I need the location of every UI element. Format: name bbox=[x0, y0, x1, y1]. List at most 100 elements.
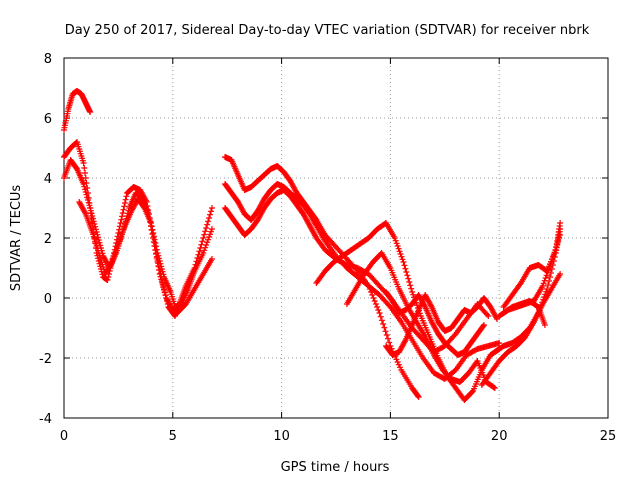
data-point bbox=[90, 215, 97, 222]
data-point bbox=[196, 248, 203, 255]
data-point bbox=[156, 255, 163, 262]
x-tick-label: 20 bbox=[491, 429, 508, 444]
data-point bbox=[409, 289, 416, 295]
data-point bbox=[372, 301, 379, 307]
y-tick-label: 8 bbox=[44, 52, 52, 67]
data-point bbox=[376, 310, 383, 316]
data-point bbox=[158, 263, 165, 270]
data-point bbox=[393, 356, 400, 363]
data-point bbox=[122, 196, 129, 203]
data-point bbox=[151, 236, 158, 243]
series-arc-a bbox=[61, 88, 94, 133]
data-point bbox=[541, 294, 548, 300]
data-point bbox=[415, 394, 422, 400]
data-point bbox=[484, 311, 491, 318]
data-point bbox=[404, 272, 411, 279]
data-point bbox=[118, 216, 125, 223]
series-arc-p bbox=[500, 298, 548, 328]
y-tick-label: 4 bbox=[44, 172, 52, 187]
data-point bbox=[394, 359, 401, 365]
data-point bbox=[383, 332, 390, 338]
data-point bbox=[557, 220, 564, 226]
data-point bbox=[370, 295, 377, 301]
series-arc-m bbox=[491, 226, 564, 355]
data-point bbox=[392, 237, 399, 244]
data-point bbox=[82, 209, 89, 216]
data-point bbox=[542, 275, 549, 281]
data-point bbox=[204, 221, 211, 228]
data-point bbox=[402, 265, 409, 272]
data-point bbox=[397, 251, 404, 257]
data-point bbox=[394, 243, 401, 249]
data-point bbox=[119, 210, 126, 216]
x-tick-label: 5 bbox=[169, 429, 177, 444]
data-point bbox=[200, 250, 207, 256]
data-point bbox=[150, 233, 157, 240]
data-point bbox=[414, 393, 421, 399]
data-point bbox=[391, 235, 398, 241]
data-point bbox=[82, 175, 89, 181]
data-point bbox=[401, 262, 408, 269]
data-point bbox=[117, 220, 124, 226]
data-point bbox=[199, 238, 206, 245]
data-point bbox=[545, 282, 552, 288]
data-point bbox=[399, 256, 406, 263]
data-point bbox=[380, 321, 387, 327]
data-point bbox=[397, 364, 404, 371]
data-point bbox=[541, 322, 548, 328]
data-point bbox=[407, 282, 414, 289]
data-point bbox=[200, 235, 207, 241]
data-point bbox=[208, 256, 215, 262]
data-point bbox=[205, 218, 212, 225]
data-point bbox=[153, 243, 160, 250]
data-point bbox=[154, 250, 161, 256]
data-point bbox=[539, 283, 546, 289]
y-axis-label: SDTVAR / TECUs bbox=[9, 185, 24, 292]
data-point bbox=[203, 225, 210, 231]
data-point bbox=[485, 313, 492, 319]
data-point bbox=[152, 240, 159, 246]
data-point bbox=[543, 288, 550, 295]
data-point bbox=[82, 170, 89, 176]
data-point bbox=[161, 286, 168, 292]
data-point bbox=[105, 274, 112, 280]
data-point bbox=[87, 207, 94, 214]
data-point bbox=[123, 193, 130, 200]
data-point bbox=[159, 280, 166, 286]
data-point bbox=[410, 291, 417, 298]
y-tick-label: 0 bbox=[44, 292, 52, 307]
data-point bbox=[398, 253, 405, 260]
series-arc-b bbox=[61, 139, 215, 313]
data-point bbox=[386, 339, 393, 346]
data-point bbox=[204, 239, 211, 246]
y-tick-label: 6 bbox=[44, 112, 52, 127]
data-point bbox=[149, 226, 156, 233]
data-point bbox=[161, 289, 168, 295]
grid-lines bbox=[64, 58, 608, 418]
data-point bbox=[95, 234, 102, 241]
data-point bbox=[201, 247, 208, 254]
data-point bbox=[160, 271, 167, 278]
data-point bbox=[395, 361, 402, 368]
y-tick-label: -2 bbox=[39, 352, 52, 367]
data-point bbox=[491, 385, 498, 391]
data-point bbox=[148, 223, 155, 230]
data-point bbox=[119, 213, 126, 220]
data-point bbox=[163, 295, 170, 301]
data-point bbox=[115, 230, 122, 236]
data-point bbox=[83, 191, 90, 198]
data-point bbox=[150, 230, 157, 236]
data-point bbox=[158, 266, 165, 272]
data-point bbox=[80, 181, 87, 187]
data-points bbox=[61, 88, 564, 403]
data-point bbox=[496, 340, 503, 346]
data-point bbox=[91, 221, 98, 227]
data-point bbox=[542, 291, 549, 298]
data-point bbox=[405, 275, 412, 282]
data-point bbox=[159, 268, 166, 275]
data-point bbox=[393, 240, 400, 247]
data-point bbox=[371, 298, 378, 304]
data-point bbox=[85, 199, 92, 206]
data-point bbox=[384, 335, 391, 342]
